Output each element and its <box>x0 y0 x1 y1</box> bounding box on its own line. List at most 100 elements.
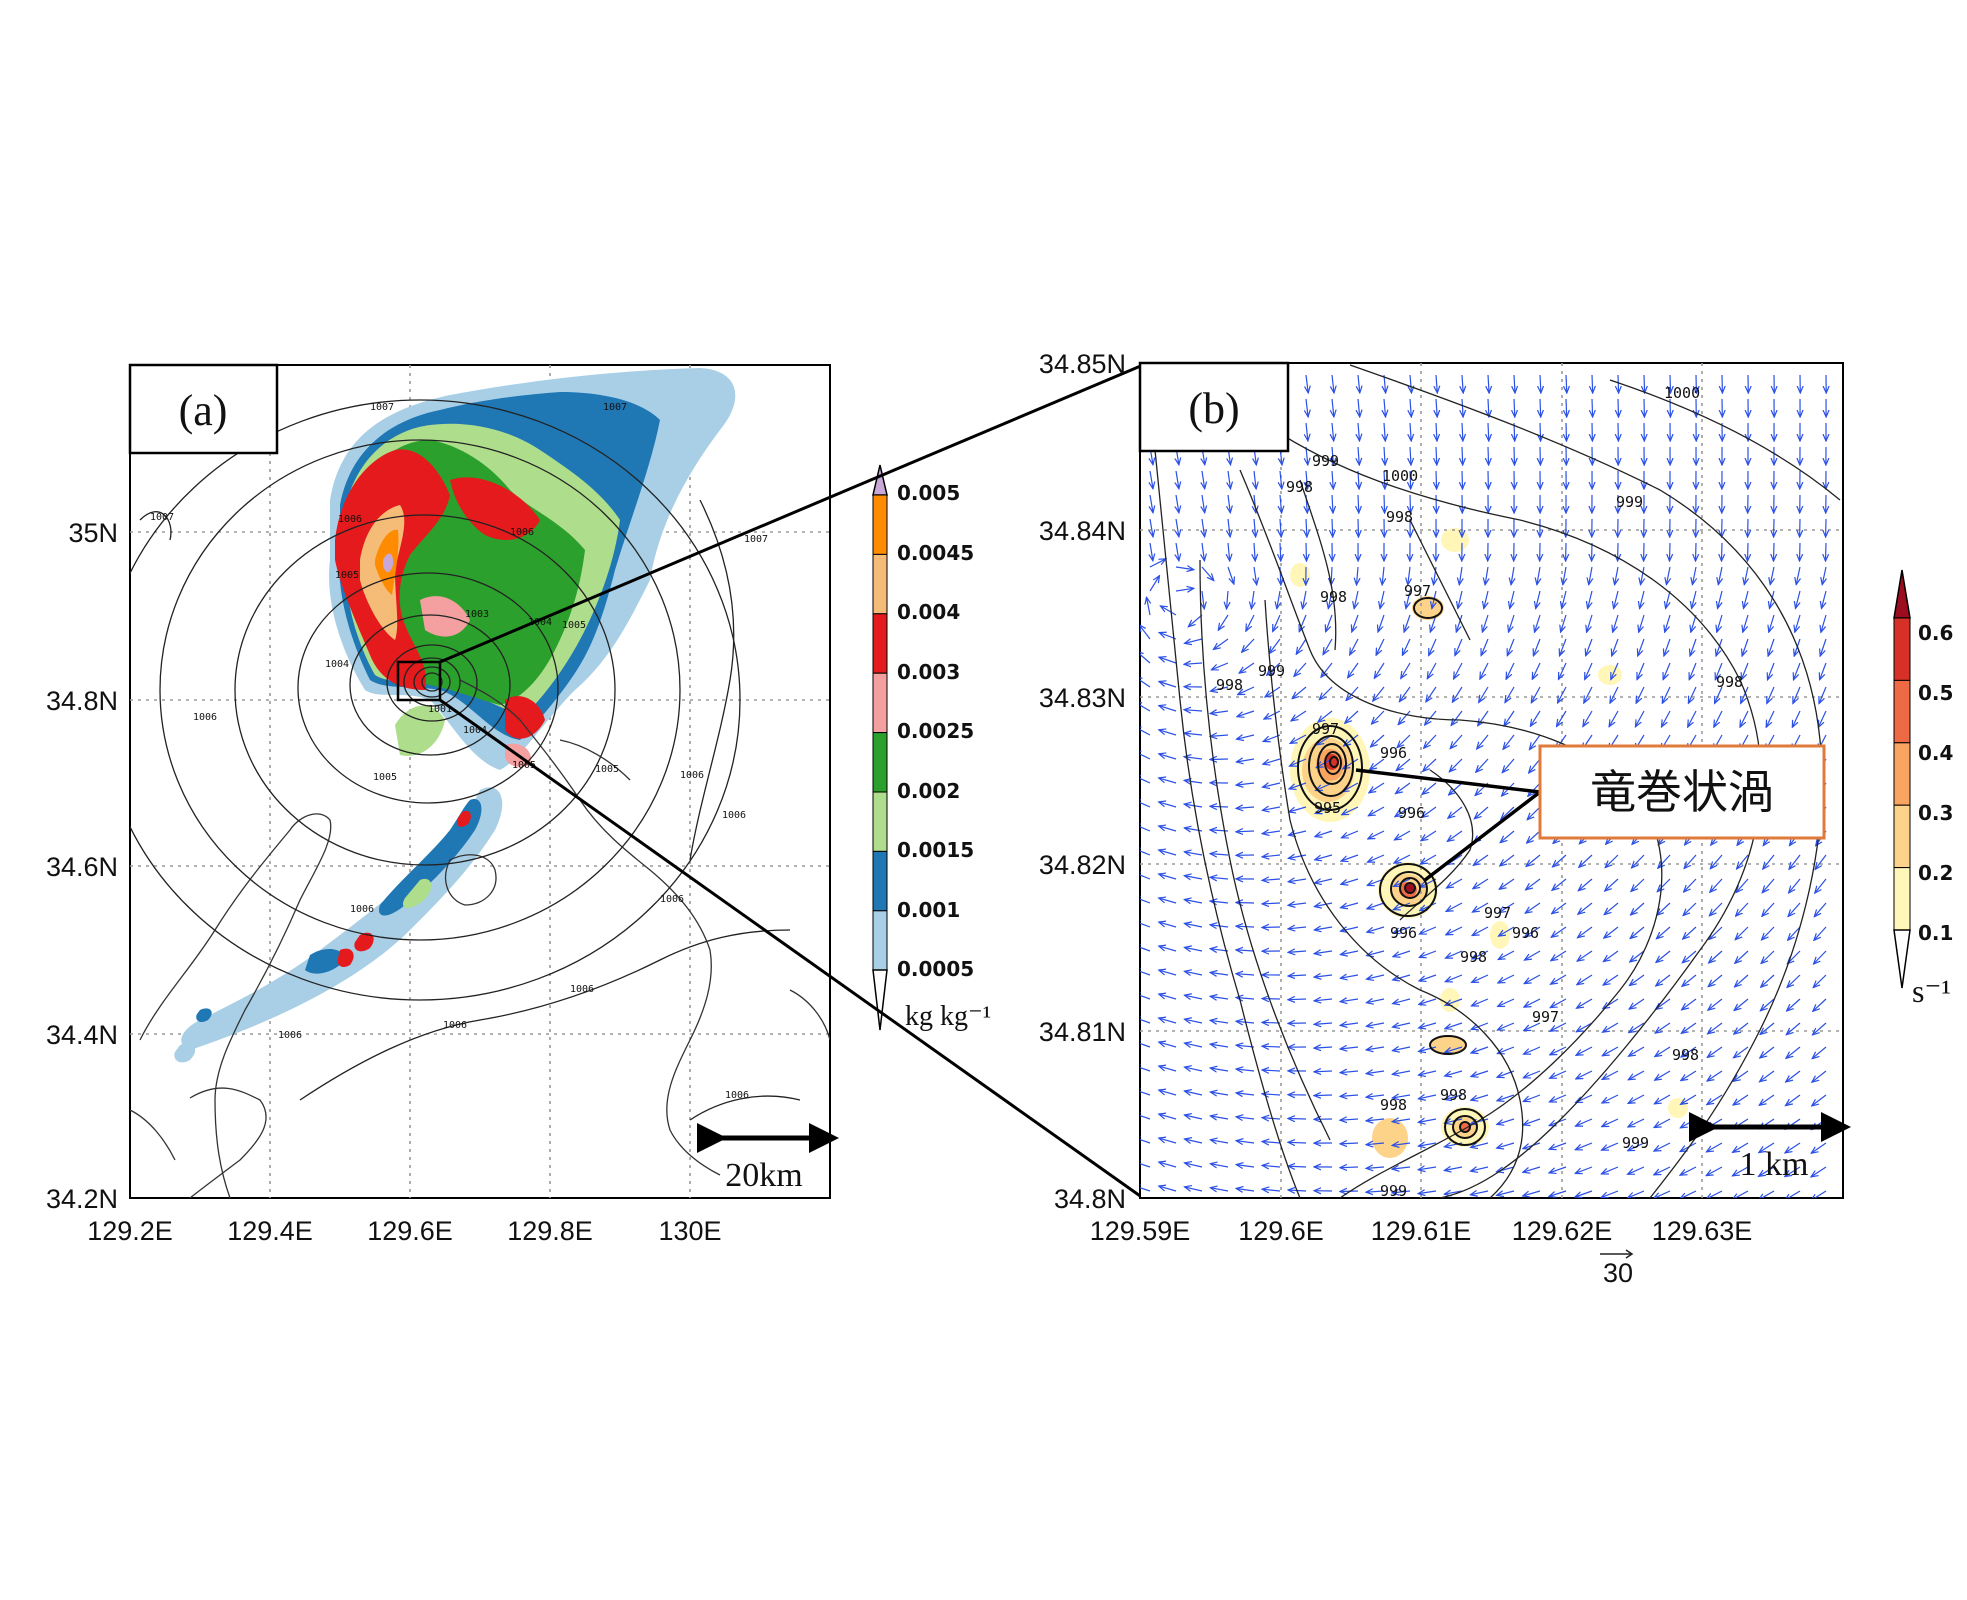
lon-tick: 129.2E <box>87 1216 173 1246</box>
wind-vector <box>1277 590 1280 609</box>
wind-vector <box>1149 576 1160 592</box>
wind-vector <box>1262 1165 1281 1167</box>
colorbar-b-bottom-triangle <box>1893 929 1911 989</box>
panel-b: 1000 999 1000 999 998 998 998 997 999 99… <box>1039 349 1851 1288</box>
wind-vector <box>1628 1142 1645 1151</box>
contour-label: 997 <box>1484 904 1511 922</box>
wind-vector <box>1656 950 1671 962</box>
wind-vector <box>1480 662 1489 679</box>
wind-vector <box>1410 446 1411 465</box>
contour-label: 1004 <box>463 725 487 736</box>
wind-vector <box>1732 1166 1749 1176</box>
colorbar-b-level: 0.1 <box>1918 921 1953 945</box>
wind-vector <box>1444 1167 1463 1171</box>
wind-vector <box>1629 1046 1645 1056</box>
contour-label: 1006 <box>443 1020 467 1031</box>
wind-vector <box>1436 446 1437 465</box>
wind-vector <box>1419 950 1437 957</box>
wind-vector <box>1602 1118 1619 1127</box>
wind-vector <box>1184 852 1203 855</box>
contour-label: 1006 <box>722 810 746 821</box>
colorbar-b-level: 0.2 <box>1918 861 1953 885</box>
panel-a-lat-ticks: 35N 34.8N 34.6N 34.4N 34.2N <box>46 518 118 1214</box>
wind-vector <box>1812 1094 1827 1106</box>
wind-vector <box>1630 950 1645 962</box>
contour-label: 998 <box>1286 478 1313 496</box>
wind-vector <box>1500 830 1515 843</box>
wind-vector <box>1477 734 1489 749</box>
wind-vector <box>1471 1118 1489 1124</box>
wind-vector <box>1140 848 1151 856</box>
wind-vector <box>1682 998 1697 1010</box>
wind-vector <box>1587 614 1593 632</box>
contour-label: 1005 <box>595 764 619 775</box>
wind-vector <box>1357 566 1359 585</box>
wind-vector <box>1566 422 1567 441</box>
wind-vector <box>1422 782 1437 794</box>
wind-vector <box>1306 518 1307 537</box>
wind-vector <box>1811 1166 1827 1177</box>
lon-tick: 129.6E <box>367 1216 453 1246</box>
wind-vector <box>1592 374 1593 393</box>
contour-label: 996 <box>1380 744 1407 762</box>
wind-vector <box>1366 1119 1385 1121</box>
contour-label: 1007 <box>744 534 768 545</box>
wind-vector <box>1794 662 1801 680</box>
wind-vector <box>1768 662 1775 680</box>
wind-vector <box>1689 662 1697 680</box>
colorbar-b-level: 0.5 <box>1918 681 1953 705</box>
wind-vector <box>1471 1094 1489 1100</box>
wind-vector <box>1288 975 1307 976</box>
wind-vector <box>1159 682 1177 688</box>
wind-vector <box>1654 1190 1671 1198</box>
wind-vector <box>1290 734 1307 743</box>
wind-vector <box>1551 950 1567 961</box>
wind-vector <box>1549 1190 1567 1197</box>
wind-vector <box>1140 651 1151 664</box>
wind-vector <box>1530 710 1541 726</box>
wind-vector <box>1732 1190 1749 1198</box>
colorbar-b-top-triangle <box>1893 569 1911 619</box>
wind-vector <box>1657 902 1671 915</box>
lon-tick: 129.63E <box>1652 1216 1753 1246</box>
wind-vector <box>1184 1091 1203 1095</box>
wind-vector <box>1147 597 1151 616</box>
wind-vector <box>1402 638 1411 655</box>
wind-vector <box>1358 470 1359 489</box>
wind-vector <box>1604 902 1619 915</box>
colorbar-a-level: 0.0005 <box>897 957 974 981</box>
wind-vector <box>1332 374 1334 393</box>
wind-vector <box>1289 806 1307 812</box>
wind-vector <box>1768 638 1775 656</box>
wind-vector <box>1736 902 1749 916</box>
wind-vector <box>1524 974 1541 984</box>
wind-vector <box>1314 1023 1333 1024</box>
wind-vector <box>1185 1139 1203 1143</box>
contour-label: 999 <box>1380 1182 1407 1200</box>
wind-vector <box>1706 1142 1723 1152</box>
panel-a-scale-label: 20km <box>725 1157 802 1194</box>
wind-vector <box>1176 470 1179 489</box>
wind-vector <box>1482 614 1489 632</box>
contour-label: 997 <box>1404 582 1431 600</box>
wind-vector <box>1796 590 1801 608</box>
wind-vector <box>1159 754 1177 760</box>
lat-tick: 34.84N <box>1039 516 1126 546</box>
wind-vector <box>1299 614 1307 632</box>
wind-vector <box>1332 470 1333 489</box>
wind-vector <box>1340 999 1359 1002</box>
wind-vector <box>1346 686 1359 701</box>
contour-label: 998 <box>1216 676 1243 694</box>
wind-vector <box>1735 926 1749 940</box>
contour-label: 998 <box>1386 508 1413 526</box>
wind-vector <box>1708 998 1723 1010</box>
wind-vector <box>1140 1113 1151 1120</box>
wind-vector <box>1238 686 1255 695</box>
colorbar-a-level: 0.003 <box>897 660 960 684</box>
wind-vector <box>1262 831 1281 834</box>
wind-vector <box>1369 782 1385 793</box>
wind-vector <box>1471 998 1489 1006</box>
wind-vector <box>1553 854 1567 867</box>
wind-vector <box>1332 398 1334 417</box>
wind-vector <box>1202 494 1205 513</box>
